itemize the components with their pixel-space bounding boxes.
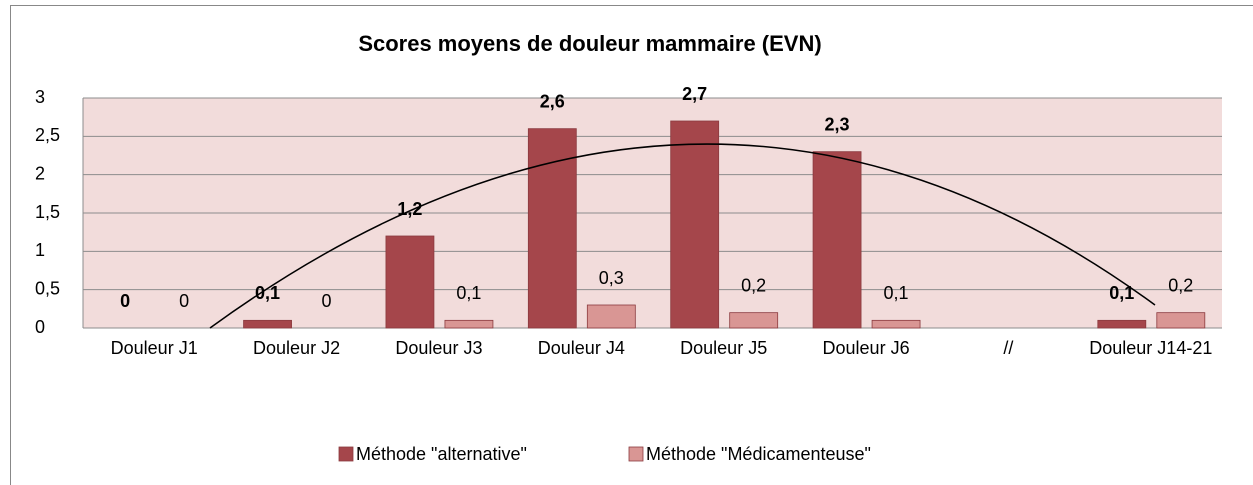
y-tick-label: 1 bbox=[35, 240, 45, 260]
x-tick-label-box: Douleur J14-21 bbox=[1089, 338, 1213, 358]
legend-label: Méthode "Médicamenteuse" bbox=[646, 444, 871, 464]
y-tick-label: 0,5 bbox=[35, 278, 60, 298]
y-tick-label: 1,5 bbox=[35, 202, 60, 222]
bar bbox=[729, 312, 779, 329]
x-tick-label-box: Douleur J2 bbox=[253, 338, 341, 358]
data-label: 0,3 bbox=[599, 268, 624, 288]
x-tick-label: Douleur J1 bbox=[110, 338, 198, 358]
x-tick-label: // bbox=[1003, 338, 1014, 358]
bar bbox=[871, 319, 921, 329]
x-tick-label: Douleur J6 bbox=[822, 338, 910, 358]
bar bbox=[243, 319, 292, 329]
marks: 0 0,1 1,2 2,6 2,7 2,3 0,1 0 0 0,1 0,3 0,2 0,1 0,2 bbox=[120, 84, 1206, 329]
bar bbox=[670, 120, 720, 329]
data-label: 0,2 bbox=[1168, 275, 1193, 295]
x-tick-label-box: Douleur J5 bbox=[680, 338, 768, 358]
x-tick-label: Douleur J3 bbox=[395, 338, 483, 358]
data-label: 0 bbox=[120, 291, 130, 311]
x-tick-label: Douleur J14-21 bbox=[1089, 338, 1213, 358]
grid bbox=[82, 97, 1222, 329]
x-tick-label: Douleur J4 bbox=[537, 338, 625, 358]
legend-swatch bbox=[338, 446, 354, 462]
bar bbox=[444, 319, 494, 329]
data-label: 1,2 bbox=[397, 199, 422, 219]
x-tick-label: Douleur J2 bbox=[253, 338, 341, 358]
x-tick-label-box: Douleur J6 bbox=[822, 338, 910, 358]
y-tick-label: 0 bbox=[35, 317, 45, 337]
x-tick-label-box: Douleur J1 bbox=[110, 338, 198, 358]
data-label: 0 bbox=[322, 291, 332, 311]
x-tick-label-box: // bbox=[1003, 338, 1014, 358]
y-tick-label: 2 bbox=[35, 163, 45, 183]
bar bbox=[586, 304, 636, 329]
chart-title: Scores moyens de douleur mammaire (EVN) bbox=[358, 31, 821, 56]
bar bbox=[385, 235, 435, 329]
data-label: 2,3 bbox=[825, 114, 850, 134]
bar bbox=[1156, 312, 1206, 329]
y-tick-label: 3 bbox=[35, 87, 45, 107]
data-label: 0,2 bbox=[741, 275, 766, 295]
bar bbox=[1097, 319, 1147, 329]
x-tick-label: Douleur J5 bbox=[680, 338, 768, 358]
x-tick-label-box: Douleur J3 bbox=[395, 338, 483, 358]
bar bbox=[812, 151, 862, 329]
data-label: 0,1 bbox=[1109, 283, 1134, 303]
data-label: 2,7 bbox=[682, 84, 707, 104]
legend-label: Méthode "alternative" bbox=[356, 444, 527, 464]
trend-line bbox=[209, 143, 1156, 329]
data-label: 0,1 bbox=[255, 283, 280, 303]
legend-swatch bbox=[628, 446, 644, 462]
data-label: 0,1 bbox=[456, 283, 481, 303]
data-label: 0 bbox=[179, 291, 189, 311]
data-label: 2,6 bbox=[540, 91, 565, 111]
y-tick-label: 2,5 bbox=[35, 125, 60, 145]
data-label: 0,1 bbox=[884, 283, 909, 303]
x-tick-label-box: Douleur J4 bbox=[537, 338, 625, 358]
